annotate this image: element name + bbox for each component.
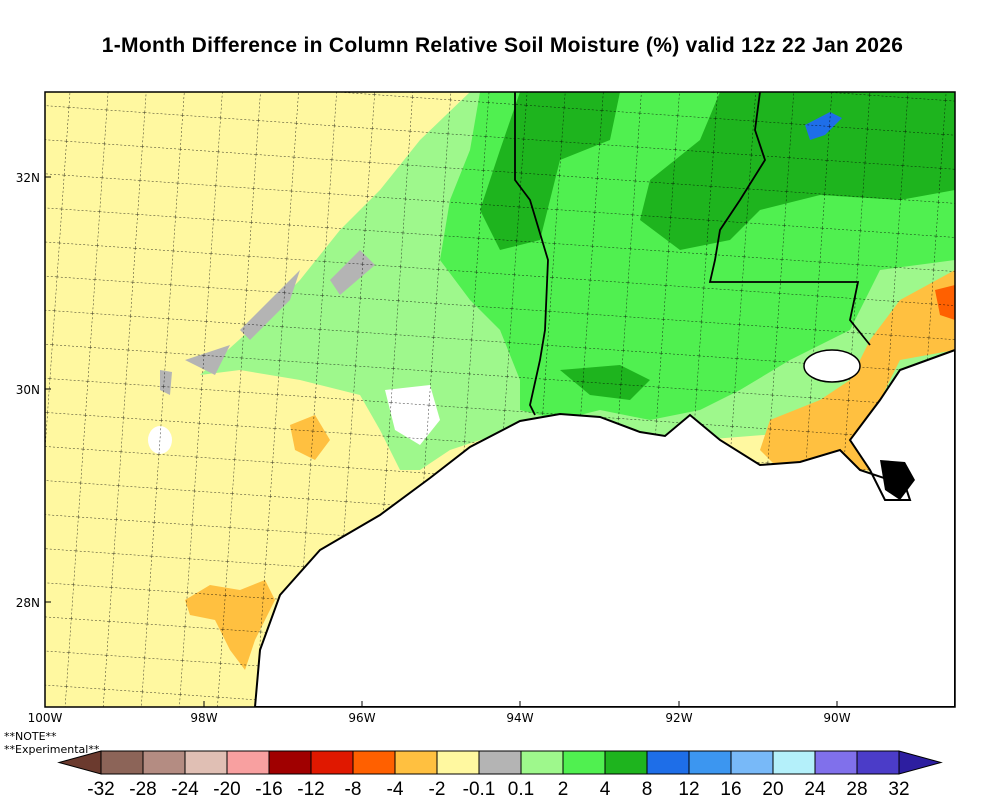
map-title: 1-Month Difference in Column Relative So… — [101, 34, 904, 57]
axis-ticks: 100W 98W 96W 94W 92W 90W 32N 30N 28N — [16, 171, 851, 725]
colorbar-label: 8 — [642, 779, 653, 800]
lon-label: 94W — [506, 711, 533, 725]
colorbar-box — [772, 750, 816, 775]
colorbar-label: -16 — [255, 779, 282, 800]
colorbar-label: -20 — [213, 779, 240, 800]
colorbar-label: 4 — [600, 779, 611, 800]
lake-pontchartrain — [803, 349, 861, 383]
lat-label: 30N — [16, 383, 40, 397]
colorbar-box — [478, 750, 522, 775]
lon-label: 92W — [665, 711, 692, 725]
colorbar-box — [142, 750, 186, 775]
colorbar-box — [646, 750, 690, 775]
colorbar-label: -12 — [297, 779, 324, 800]
map-frame — [44, 91, 956, 708]
lon-label: 90W — [823, 711, 850, 725]
colorbar-box — [100, 750, 144, 775]
colorbar-label: 20 — [762, 779, 783, 800]
colorbar-label: 16 — [720, 779, 741, 800]
colorbar-box — [184, 750, 228, 775]
colorbar-box — [310, 750, 354, 775]
colorbar-box — [562, 750, 606, 775]
colorbar-label: 2 — [558, 779, 569, 800]
colorbar-label: 28 — [846, 779, 867, 800]
colorbar-label: -8 — [345, 779, 362, 800]
colorbar-over-arrow — [898, 750, 943, 775]
colorbar-box — [436, 750, 480, 775]
lat-label: 28N — [16, 596, 40, 610]
lon-label: 98W — [190, 711, 217, 725]
colorbar-box — [268, 750, 312, 775]
colorbar-label: -4 — [387, 779, 404, 800]
colorbar-label: -0.1 — [463, 779, 496, 800]
colorbar-label: 0.1 — [508, 779, 534, 800]
colorbar-label: -2 — [429, 779, 446, 800]
colorbar-label: 24 — [804, 779, 826, 800]
colorbar-label: -24 — [171, 779, 199, 800]
colorbar-box — [520, 750, 564, 775]
colorbar-label: 32 — [888, 779, 909, 800]
colorbar-box — [856, 750, 900, 775]
colorbar-label: -32 — [87, 779, 114, 800]
lat-label: 32N — [16, 171, 40, 185]
delta-land — [880, 460, 915, 500]
colorbar-box — [604, 750, 648, 775]
colorbar-box — [688, 750, 732, 775]
colorbar-box — [814, 750, 858, 775]
experimental-label: **Experimental** — [4, 743, 100, 756]
note-label: **NOTE** — [4, 730, 57, 743]
gulf-of-mexico — [253, 348, 955, 707]
colorbar-box — [352, 750, 396, 775]
colorbar-label: 12 — [678, 779, 699, 800]
lon-label: 96W — [348, 711, 375, 725]
colorbar-label: -28 — [129, 779, 156, 800]
colorbar: -32 -28 -24 -20 -16 -12 -8 -4 -2 -0.1 0.1 2 4 8 12 16 20… — [57, 750, 943, 800]
state-boundaries — [514, 92, 871, 416]
colorbar-box — [394, 750, 438, 775]
colorbar-box — [730, 750, 774, 775]
lon-label: 100W — [28, 711, 63, 725]
colorbar-box — [226, 750, 270, 775]
